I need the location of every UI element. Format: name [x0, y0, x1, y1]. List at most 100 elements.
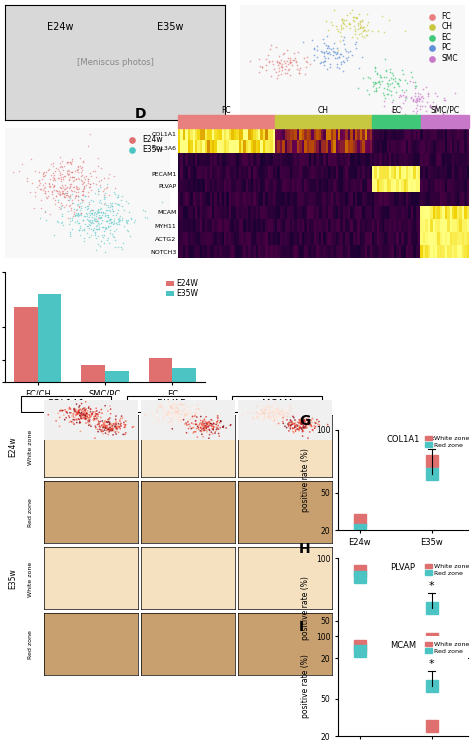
- Point: [73, 210, 81, 221]
- Point: [419, 92, 427, 104]
- Point: [86, 414, 93, 426]
- Point: [164, 398, 171, 409]
- Point: [75, 413, 82, 425]
- Point: [81, 412, 88, 424]
- Point: [214, 412, 222, 424]
- Point: [353, 42, 360, 54]
- Point: [54, 215, 61, 227]
- Point: [278, 54, 285, 66]
- Point: [95, 196, 102, 208]
- Point: [381, 100, 388, 111]
- Point: [112, 421, 120, 433]
- Point: [124, 214, 132, 226]
- Point: [149, 409, 157, 421]
- Point: [197, 418, 205, 429]
- Point: [64, 189, 71, 201]
- Point: [56, 181, 64, 193]
- Point: [451, 88, 458, 100]
- Point: [357, 22, 365, 33]
- Point: [73, 210, 80, 221]
- Point: [200, 420, 207, 432]
- Point: [263, 64, 270, 76]
- Point: [94, 152, 101, 164]
- Point: [46, 178, 53, 190]
- Point: [320, 59, 328, 71]
- Point: [202, 421, 210, 432]
- Point: [311, 422, 319, 434]
- Point: [78, 410, 86, 422]
- Point: [411, 80, 419, 92]
- Point: [391, 81, 398, 93]
- Point: [191, 398, 199, 410]
- Point: [105, 424, 113, 435]
- Point: [73, 409, 81, 421]
- Point: [96, 179, 104, 191]
- Point: [426, 100, 434, 112]
- Point: [388, 96, 396, 108]
- Point: [106, 416, 113, 428]
- Point: [182, 409, 190, 421]
- Point: [50, 173, 58, 185]
- Point: [81, 190, 89, 202]
- Point: [273, 419, 281, 431]
- Point: [192, 415, 200, 426]
- Point: [85, 231, 93, 243]
- Point: [100, 237, 108, 249]
- Point: [100, 417, 107, 429]
- Point: [340, 18, 348, 30]
- Point: [205, 420, 213, 432]
- Point: [416, 103, 423, 115]
- Point: [78, 196, 86, 208]
- Point: [173, 406, 181, 418]
- Point: [86, 214, 93, 226]
- Point: [194, 406, 202, 418]
- Point: [342, 52, 350, 64]
- Point: [207, 418, 215, 429]
- Point: [44, 190, 52, 202]
- Point: [429, 96, 437, 108]
- Point: [74, 189, 82, 201]
- Point: [79, 175, 86, 186]
- Point: [344, 54, 351, 66]
- Point: [74, 405, 82, 417]
- Point: [409, 93, 417, 105]
- Point: [266, 44, 274, 56]
- Point: [291, 422, 298, 434]
- Point: [186, 421, 194, 432]
- Point: [64, 167, 71, 179]
- Point: [183, 415, 191, 427]
- Legend: White zone, Red zone: White zone, Red zone: [423, 433, 471, 450]
- Point: [275, 56, 283, 68]
- Point: [310, 42, 318, 53]
- Point: [92, 408, 100, 420]
- Point: [178, 398, 185, 410]
- Point: [308, 34, 316, 46]
- Point: [170, 398, 178, 410]
- Point: [43, 192, 51, 204]
- Point: [264, 49, 272, 61]
- Point: [80, 184, 87, 196]
- Point: [301, 418, 308, 429]
- Point: [300, 411, 308, 423]
- Point: [75, 224, 83, 236]
- Point: [163, 409, 171, 421]
- Point: [112, 413, 119, 425]
- Point: [96, 209, 103, 221]
- Point: [172, 402, 180, 414]
- Point: [108, 418, 115, 430]
- Point: [297, 415, 304, 427]
- Point: [77, 417, 84, 429]
- Point: [143, 212, 151, 224]
- Point: [167, 405, 175, 417]
- Point: [167, 412, 174, 424]
- Point: [186, 413, 194, 425]
- Point: [414, 91, 421, 103]
- Point: [274, 410, 282, 422]
- Point: [88, 230, 95, 241]
- Point: [49, 174, 57, 186]
- Point: [90, 177, 97, 189]
- Point: [413, 97, 420, 108]
- Point: [272, 396, 279, 408]
- Point: [80, 210, 88, 222]
- Point: [41, 205, 48, 217]
